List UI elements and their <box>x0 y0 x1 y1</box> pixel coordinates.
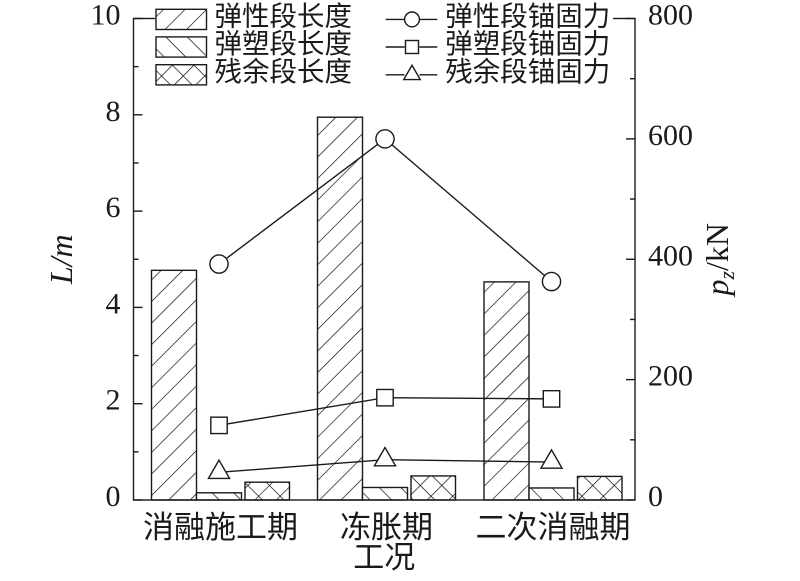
svg-text:4: 4 <box>106 287 121 320</box>
svg-text:200: 200 <box>648 360 693 393</box>
svg-text:6: 6 <box>106 191 121 224</box>
svg-text:0: 0 <box>648 480 663 513</box>
svg-text:8: 8 <box>106 95 121 128</box>
svg-text:2: 2 <box>106 384 121 417</box>
svg-text:弹塑段锚固力: 弹塑段锚固力 <box>445 28 610 59</box>
svg-text:弹性段长度: 弹性段长度 <box>215 1 353 32</box>
svg-text:600: 600 <box>648 119 693 152</box>
svg-text:二次消融期: 二次消融期 <box>476 510 631 545</box>
svg-text:消融施工期: 消融施工期 <box>143 510 298 545</box>
svg-text:工况: 工况 <box>353 540 415 575</box>
svg-text:残余段长度: 残余段长度 <box>215 56 353 87</box>
svg-text:800: 800 <box>648 0 693 32</box>
svg-text:残余段锚固力: 残余段锚固力 <box>445 56 610 87</box>
svg-text:10: 10 <box>91 0 121 32</box>
svg-text:400: 400 <box>648 239 693 272</box>
svg-text:pz/kN: pz/kN <box>699 223 739 298</box>
svg-text:弹性段锚固力: 弹性段锚固力 <box>445 1 610 32</box>
svg-text:弹塑段长度: 弹塑段长度 <box>215 28 353 59</box>
svg-text:0: 0 <box>106 480 121 513</box>
svg-text:L/m: L/m <box>43 234 79 285</box>
